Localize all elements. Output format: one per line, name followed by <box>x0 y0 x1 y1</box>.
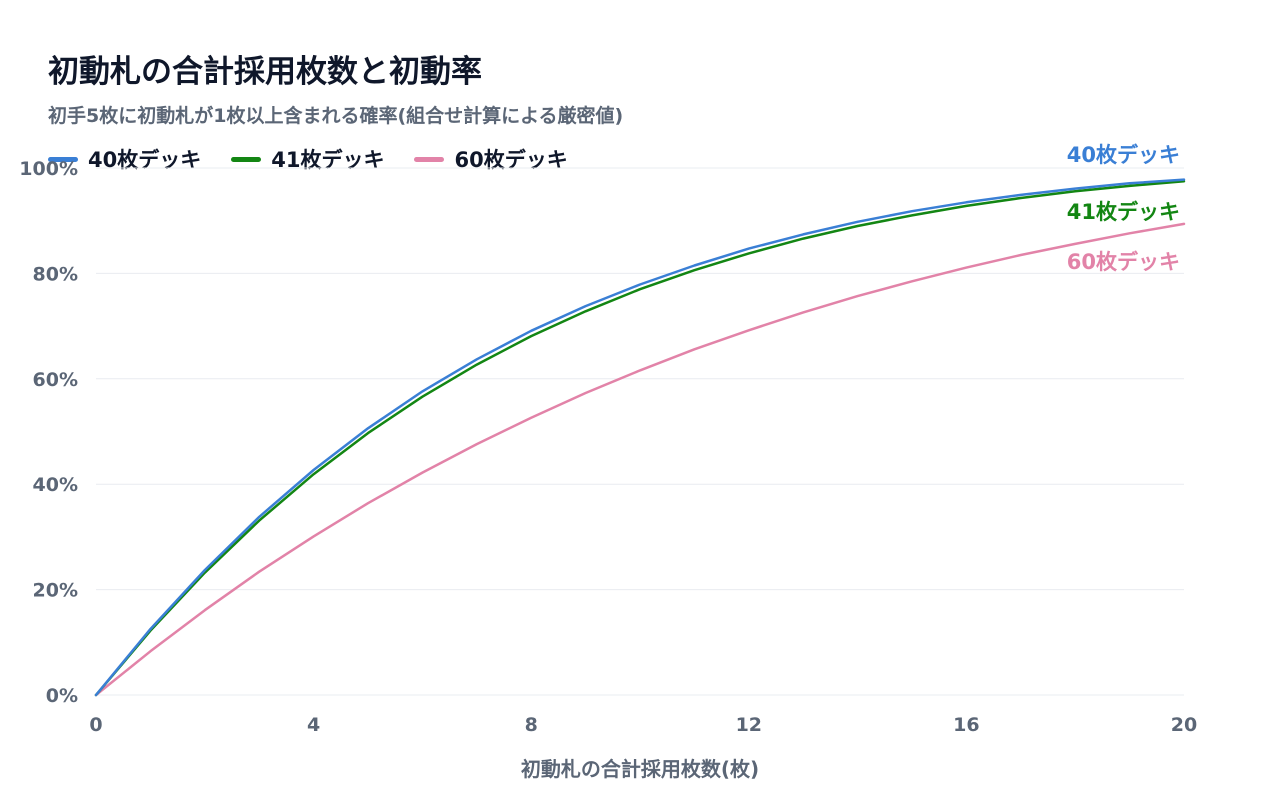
x-tick-label-8: 8 <box>525 714 538 736</box>
y-tick-label-40: 40% <box>33 474 78 496</box>
series-line-0[interactable] <box>94 178 1186 697</box>
x-tick-label-4: 4 <box>307 714 320 736</box>
series-end-label-2: 60枚デッキ <box>1067 250 1180 274</box>
y-tick-label-100: 100% <box>19 158 78 180</box>
y-axis-ticks: 0% 20% 40% 60% 80% 100% <box>19 158 78 707</box>
y-tick-label-20: 20% <box>33 580 78 602</box>
chart-subtitle: 初手5枚に初動札が1枚以上含まれる確率(組合せ計算による厳密値) <box>48 105 624 127</box>
series-line-2[interactable] <box>94 222 1186 697</box>
legend-swatch-60 <box>414 156 445 162</box>
y-tick-label-0: 0% <box>46 685 78 707</box>
x-tick-label-0: 0 <box>89 714 102 736</box>
series-end-label-0: 40枚デッキ <box>1067 143 1180 167</box>
chart-title: 初動札の合計採用枚数と初動率 <box>48 54 482 90</box>
x-tick-label-12: 12 <box>736 714 762 736</box>
series-end-labels: 40枚デッキ 41枚デッキ 60枚デッキ <box>1067 143 1180 274</box>
legend-swatch-40 <box>48 156 78 162</box>
x-tick-label-16: 16 <box>953 714 979 736</box>
x-axis-title: 初動札の合計採用枚数(枚) <box>521 757 759 781</box>
series-end-label-1: 41枚デッキ <box>1067 200 1180 224</box>
y-tick-label-80: 80% <box>33 263 78 285</box>
x-axis-ticks: 0 4 8 12 16 20 <box>89 714 1197 736</box>
x-tick-label-20: 20 <box>1171 714 1197 736</box>
series-line-1[interactable] <box>94 179 1186 697</box>
gridlines <box>96 167 1184 696</box>
series-lines <box>94 178 1186 697</box>
y-tick-label-60: 60% <box>33 369 78 391</box>
legend-swatch-41 <box>231 156 262 162</box>
